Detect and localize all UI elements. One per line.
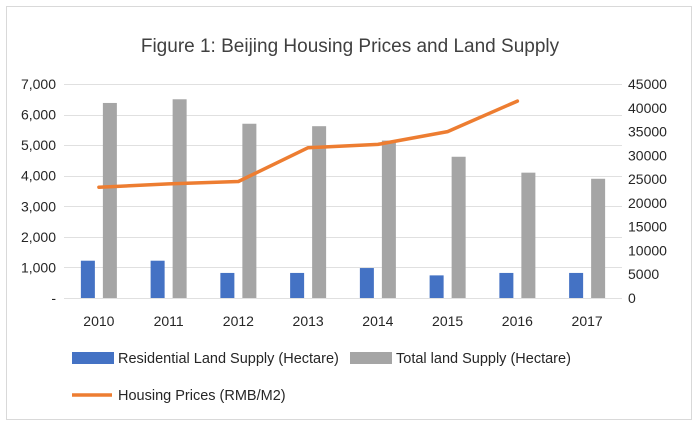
left-axis-tick-label: 5,000 [21, 137, 56, 153]
right-axis-tick-label: 30000 [628, 147, 667, 163]
total-land-bar [172, 99, 187, 299]
residential-land-bar [429, 275, 444, 298]
left-axis-tick-label: 4,000 [21, 168, 56, 184]
price-line [97, 99, 520, 189]
gridlines [64, 84, 622, 299]
x-axis-tick-label: 2016 [502, 313, 533, 329]
x-axis-tick-label: 2014 [362, 313, 393, 329]
residential-land-bar [359, 268, 374, 298]
total-land-bar [312, 126, 327, 298]
right-axis-tick-label: 10000 [628, 242, 667, 258]
total-land-bar [451, 156, 466, 298]
left-axis-tick-label: - [51, 290, 56, 306]
left-axis-tick-label: 6,000 [21, 107, 56, 123]
residential-land-bar [499, 272, 514, 298]
total-land-bar [242, 123, 257, 298]
residential-land-bar [220, 272, 235, 298]
residential-land-bar [80, 260, 95, 298]
x-axis-tick-label: 2012 [223, 313, 254, 329]
total-land-bar [381, 140, 396, 298]
left-axis-tick-label: 2,000 [21, 229, 56, 245]
residential-land-bar [290, 272, 305, 298]
chart-title: Figure 1: Beijing Housing Prices and Lan… [141, 36, 560, 57]
left-axis-tick-label: 1,000 [21, 259, 56, 275]
legend: Residential Land Supply (Hectare) Total l… [72, 351, 571, 404]
right-axis-tick-label: 5000 [628, 266, 659, 282]
legend-swatch-total [350, 352, 392, 364]
x-axis-tick-label: 2010 [83, 313, 114, 329]
left-axis-tick-label: 3,000 [21, 198, 56, 214]
residential-land-bar [150, 260, 165, 298]
x-axis-tick-label: 2017 [572, 313, 603, 329]
residential-land-bar [569, 272, 584, 298]
x-axis-tick-label: 2011 [154, 313, 184, 329]
total-land-bar [102, 102, 117, 298]
legend-swatch-residential [72, 352, 114, 364]
legend-label-residential: Residential Land Supply (Hectare) [118, 351, 339, 367]
right-axis-tick-label: 35000 [628, 124, 667, 140]
right-axis-tick-label: 45000 [628, 76, 667, 92]
legend-label-total: Total land Supply (Hectare) [396, 351, 571, 367]
right-axis-tick-label: 20000 [628, 195, 667, 211]
x-axis-tick-label: 2015 [432, 313, 463, 329]
right-axis-tick-label: 25000 [628, 171, 667, 187]
total-land-bar [521, 172, 536, 298]
left-axis-tick-label: 7,000 [21, 76, 56, 92]
housing-price-line [97, 99, 520, 189]
chart-frame [6, 6, 692, 420]
right-axis-tick-label: 40000 [628, 100, 667, 116]
total-land-bar [591, 178, 606, 298]
bars [80, 99, 606, 299]
legend-label-price: Housing Prices (RMB/M2) [118, 388, 286, 404]
axis-labels: - 1,000 2,000 3,000 4,000 5,000 6,000 7,000 0 500… [21, 76, 667, 329]
x-axis-tick-label: 2013 [293, 313, 324, 329]
right-axis-tick-label: 0 [628, 290, 636, 306]
right-axis-tick-label: 15000 [628, 219, 667, 235]
